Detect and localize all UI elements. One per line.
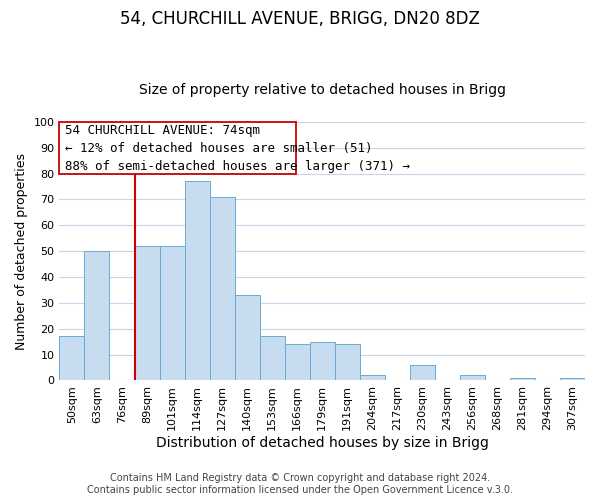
Bar: [284, 344, 310, 381]
FancyBboxPatch shape: [59, 122, 296, 174]
Bar: [335, 344, 360, 381]
Bar: [310, 342, 335, 380]
Text: Contains HM Land Registry data © Crown copyright and database right 2024.
Contai: Contains HM Land Registry data © Crown c…: [87, 474, 513, 495]
Bar: [209, 197, 235, 380]
X-axis label: Distribution of detached houses by size in Brigg: Distribution of detached houses by size …: [156, 436, 488, 450]
Text: 54 CHURCHILL AVENUE: 74sqm
← 12% of detached houses are smaller (51)
88% of semi: 54 CHURCHILL AVENUE: 74sqm ← 12% of deta…: [65, 124, 410, 174]
Y-axis label: Number of detached properties: Number of detached properties: [15, 152, 28, 350]
Bar: [59, 336, 85, 380]
Bar: [560, 378, 585, 380]
Bar: [410, 365, 435, 380]
Bar: [185, 182, 209, 380]
Title: Size of property relative to detached houses in Brigg: Size of property relative to detached ho…: [139, 83, 506, 97]
Bar: [460, 376, 485, 380]
Bar: [510, 378, 535, 380]
Bar: [160, 246, 185, 380]
Bar: [360, 376, 385, 380]
Bar: [260, 336, 284, 380]
Bar: [134, 246, 160, 380]
Text: 54, CHURCHILL AVENUE, BRIGG, DN20 8DZ: 54, CHURCHILL AVENUE, BRIGG, DN20 8DZ: [120, 10, 480, 28]
Bar: [235, 295, 260, 380]
Bar: [85, 251, 109, 380]
